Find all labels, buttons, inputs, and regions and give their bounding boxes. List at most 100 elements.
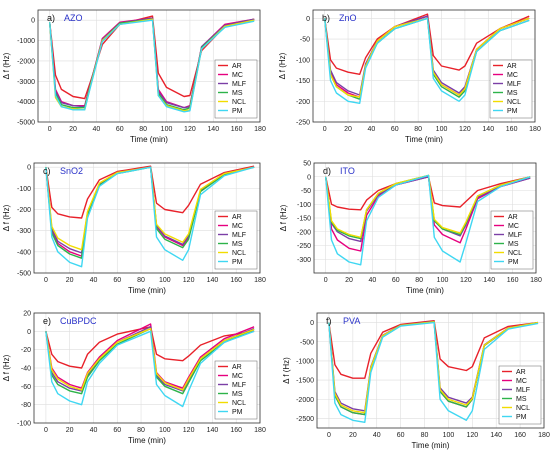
x-tick-label: 40 (90, 277, 98, 284)
panel-label: f) (326, 316, 332, 326)
chart-panel-f: 0 20 40 60 80 100 120 140 160 180 -2500 -2000 -1500 -… (282, 312, 550, 450)
x-tick-label: 160 (231, 126, 243, 133)
legend-box (490, 210, 534, 270)
y-tick-label: 0 (27, 329, 31, 336)
x-tick-label: 80 (139, 126, 147, 133)
legend-entry-ar: AR (232, 214, 242, 221)
x-tick-label: 60 (113, 277, 121, 284)
x-tick-label: 140 (207, 427, 219, 434)
x-axis-label: Time (min) (406, 286, 444, 295)
series-line-pm (325, 174, 531, 266)
x-tick-label: 100 (437, 277, 449, 284)
legend-entry-mlf: MLF (507, 81, 521, 88)
y-tick-label: 0 (31, 18, 35, 25)
legend-entry-ncl: NCL (516, 405, 530, 412)
y-tick-label: -200 (17, 207, 31, 214)
legend-entry-ms: MS (232, 90, 243, 97)
x-tick-label: 80 (421, 432, 429, 439)
x-tick-label: 60 (113, 427, 121, 434)
legend-entry-mlf: MLF (232, 382, 246, 389)
plot-frame (316, 312, 545, 429)
x-tick-label: 60 (397, 432, 405, 439)
y-tick-label: -100 (297, 202, 311, 209)
series-line-ar (328, 320, 539, 379)
panel-label: e) (43, 316, 51, 326)
chart-panel-c: 0 20 40 60 80 100 120 140 160 180 -500 -400 -300 -200… (2, 162, 266, 295)
x-tick-label: 140 (490, 432, 502, 439)
x-axis-label: Time (min) (130, 135, 168, 144)
series-line-pm (45, 166, 255, 268)
x-tick-label: 20 (66, 277, 74, 284)
panel-material-label: ZnO (339, 13, 357, 23)
legend-entry-ms: MS (516, 396, 527, 403)
y-tick-label: -200 (297, 229, 311, 236)
y-tick-label: -5000 (17, 120, 35, 127)
series-line-pm (45, 330, 255, 408)
x-tick-label: 100 (159, 277, 171, 284)
x-tick-label: 140 (483, 277, 495, 284)
legend: AR MC MLF MS NCL PM (498, 365, 542, 425)
series-line-pm (328, 321, 539, 423)
chart-panel-e: 0 20 40 60 80 100 120 140 160 180 -100 -80 -60 -40 -20… (2, 311, 266, 446)
x-tick-label: 40 (373, 432, 381, 439)
panel-material-label: CuBPDC (60, 316, 97, 326)
x-tick-label: 160 (507, 277, 519, 284)
legend-entry-pm: PM (232, 108, 243, 115)
x-tick-label: 140 (482, 126, 494, 133)
panel-label: a) (47, 13, 55, 23)
legend-entry-mc: MC (508, 223, 519, 230)
y-tick-label: -60 (21, 384, 31, 391)
plot-frame (313, 162, 537, 274)
x-tick-label: 160 (230, 277, 242, 284)
y-tick-label: -500 (17, 271, 31, 278)
y-tick-label: -2500 (296, 416, 314, 423)
legend-box (214, 210, 258, 270)
legend-entry-mlf: MLF (232, 81, 246, 88)
legend-entry-ar: AR (516, 369, 526, 376)
panel-label: c) (43, 166, 51, 176)
y-tick-label: -4000 (17, 99, 35, 106)
y-axis-label: Δ f (Hz) (2, 354, 11, 381)
x-tick-label: 20 (66, 427, 74, 434)
x-tick-label: 120 (466, 432, 478, 439)
series-line-ms (45, 327, 255, 395)
x-tick-label: 100 (161, 126, 173, 133)
series-line-pm (324, 17, 530, 105)
x-tick-label: 140 (207, 126, 219, 133)
x-tick-label: 80 (137, 277, 145, 284)
legend-entry-pm: PM (232, 259, 243, 266)
panel-material-label: AZO (64, 13, 83, 23)
x-tick-label: 0 (323, 126, 327, 133)
series-line-mc (45, 323, 255, 389)
legend-entry-mc: MC (232, 373, 243, 380)
legend-entry-ar: AR (507, 63, 517, 70)
y-tick-label: -1000 (17, 38, 35, 45)
x-tick-label: 80 (414, 126, 422, 133)
legend-entry-mlf: MLF (232, 232, 246, 239)
x-tick-label: 140 (207, 277, 219, 284)
x-tick-label: 60 (392, 277, 400, 284)
x-tick-label: 180 (254, 277, 266, 284)
legend-entry-ncl: NCL (507, 99, 521, 106)
chart-panel-d: 0 20 40 60 80 100 120 140 160 180 -300 -250 -200 -150… (279, 161, 542, 296)
legend-box (489, 59, 533, 119)
x-tick-label: 180 (254, 126, 266, 133)
legend-entry-ar: AR (232, 63, 242, 70)
legend: AR MC MLF MS NCL PM (490, 210, 534, 270)
y-tick-label: -3000 (17, 79, 35, 86)
x-tick-label: 100 (443, 432, 455, 439)
legend-entry-pm: PM (507, 108, 518, 115)
y-tick-label: -150 (297, 216, 311, 223)
x-tick-label: 20 (345, 277, 353, 284)
y-tick-label: -500 (300, 339, 314, 346)
x-tick-label: 160 (514, 432, 526, 439)
y-tick-label: -50 (301, 188, 311, 195)
series-line-ar (45, 326, 255, 369)
legend-entry-ms: MS (507, 90, 518, 97)
y-tick-label: 0 (310, 320, 314, 327)
legend-entry-ar: AR (232, 364, 242, 371)
panel-material-label: PVA (343, 316, 360, 326)
legend-entry-ms: MS (508, 241, 519, 248)
x-tick-label: 20 (344, 126, 352, 133)
x-tick-label: 80 (137, 427, 145, 434)
